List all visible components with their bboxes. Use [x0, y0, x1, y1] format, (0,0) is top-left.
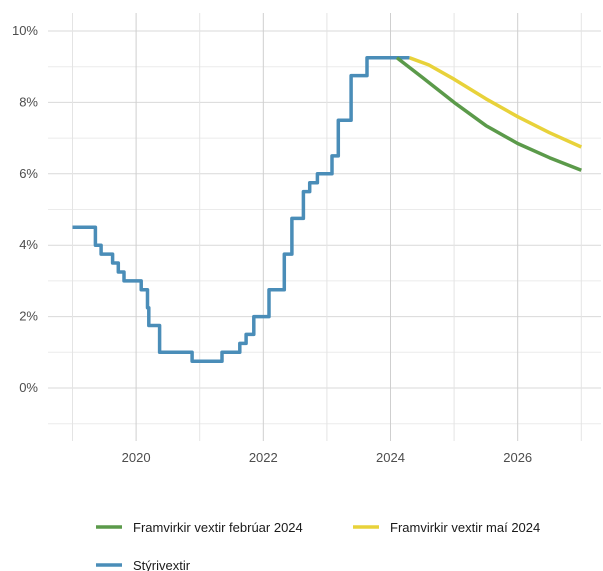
legend-item: Framvirkir vextir febrúar 2024: [96, 520, 303, 535]
x-tick-label: 2026: [503, 450, 532, 465]
x-tick-label: 2024: [376, 450, 405, 465]
series-line-st-rivextir: [72, 56, 410, 363]
x-tick-label: 2022: [249, 450, 278, 465]
legend-label: Framvirkir vextir febrúar 2024: [133, 520, 303, 535]
axis-labels: 0% 2% 4% 6% 8% 10% 2020 2022 2024 2026: [12, 23, 532, 465]
y-tick-label: 6%: [19, 166, 38, 181]
series-line-framvirkir-vextir-febr-ar-2024: [395, 56, 582, 172]
legend-item: Stýrivextir: [96, 558, 191, 571]
y-tick-label: 8%: [19, 94, 38, 109]
grid-lines: [48, 13, 601, 441]
legend-label: Framvirkir vextir maí 2024: [390, 520, 540, 535]
y-tick-label: 10%: [12, 23, 38, 38]
x-tick-label: 2020: [122, 450, 151, 465]
series-lines: [72, 56, 583, 363]
y-tick-label: 0%: [19, 380, 38, 395]
y-tick-label: 4%: [19, 237, 38, 252]
series-line-framvirkir-vextir-ma-2024: [408, 56, 583, 149]
legend: Framvirkir vextir febrúar 2024 Framvirkir…: [96, 520, 540, 571]
legend-item: Framvirkir vextir maí 2024: [353, 520, 540, 535]
y-tick-label: 2%: [19, 309, 38, 324]
legend-label: Stýrivextir: [133, 558, 191, 571]
